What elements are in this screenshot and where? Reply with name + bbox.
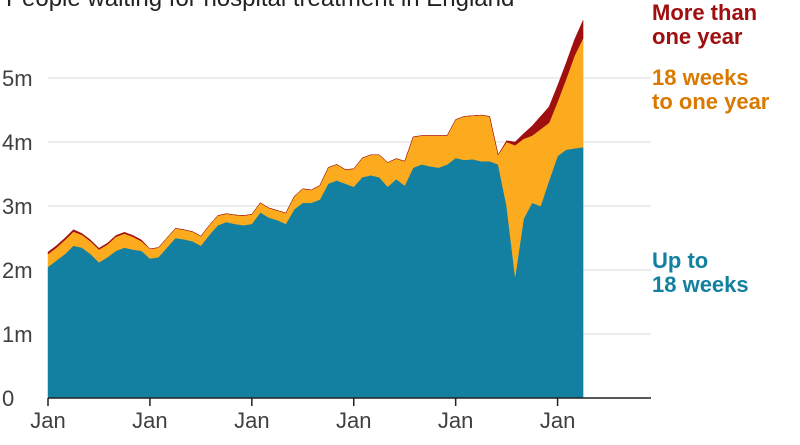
legend-line: one year [652, 24, 743, 49]
legend-label-series-2: More than one year [652, 0, 757, 49]
legend-line: to one year [652, 89, 770, 114]
y-tick-label-3: 3m [2, 194, 33, 219]
legend-label-series-0: Up to 18 weeks [652, 248, 749, 297]
x-tick-label-0: Jan [30, 408, 65, 433]
x-tick-label-2: Jan [234, 408, 269, 433]
legend-line: 18 weeks [652, 272, 749, 297]
x-tick-label-1: Jan [132, 408, 167, 433]
x-tick-label-4: Jan [438, 408, 473, 433]
chart-title: People waiting for hospital treatment in… [6, 0, 514, 12]
x-tick-label-5: Jan [540, 408, 575, 433]
legend-label-series-1: 18 weeks to one year [652, 65, 770, 114]
legend-line: Up to [652, 248, 708, 273]
x-tick-label-3: Jan [336, 408, 371, 433]
y-tick-label-0: 0 [2, 386, 14, 411]
y-tick-label-4: 4m [2, 130, 33, 155]
y-tick-label-5: 5m [2, 66, 33, 91]
stacked-areas [47, 20, 584, 399]
legend-line: 18 weeks [652, 65, 749, 90]
area-series-2 [47, 20, 584, 255]
y-axis-tick-labels: 0 1m 2m 3m 4m 5m [2, 66, 33, 411]
x-axis-ticks: Jan Jan Jan Jan Jan Jan [30, 398, 575, 433]
y-tick-label-1: 1m [2, 322, 33, 347]
legend-line: More than [652, 0, 757, 25]
y-tick-label-2: 2m [2, 258, 33, 283]
